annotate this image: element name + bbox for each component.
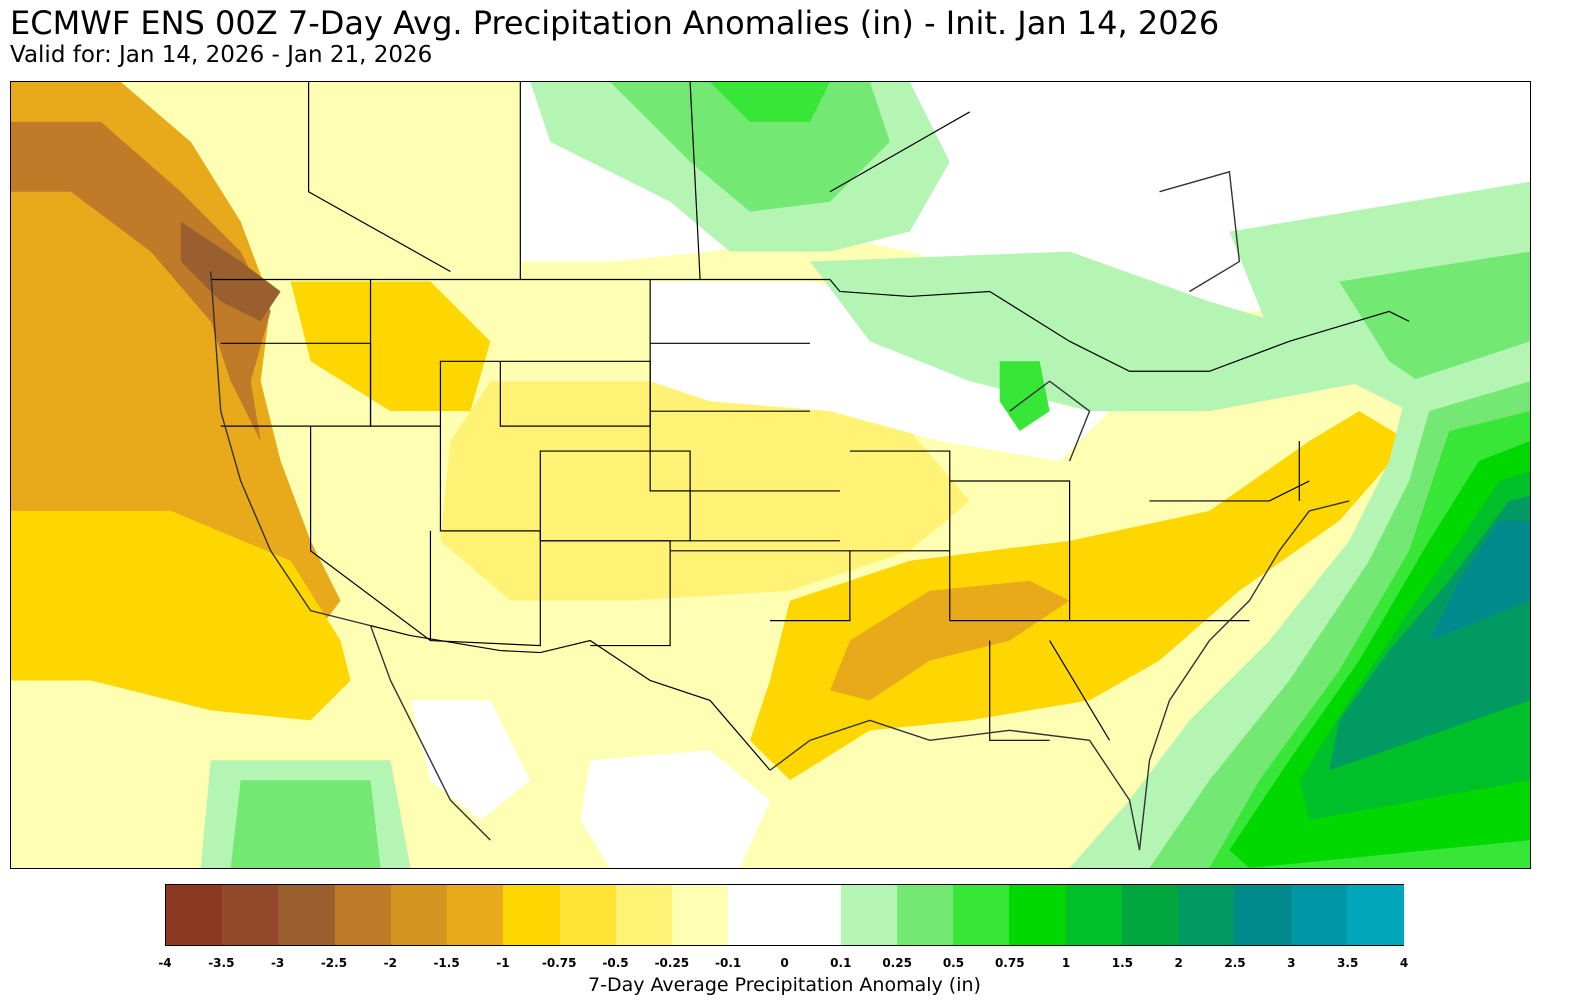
arizona-border — [429, 530, 541, 647]
colorbar-tick-label: -2.5 — [320, 956, 348, 970]
colorbar-tick-label: -0.25 — [654, 956, 690, 970]
colorbar-cell — [1290, 885, 1348, 945]
colorbar-cell — [559, 885, 617, 945]
colorbar-tick-label: -1.5 — [433, 956, 460, 970]
colorbar-cell — [447, 885, 504, 945]
colorbar-tick-label: -0.75 — [541, 956, 577, 970]
baja-coastline — [369, 625, 491, 841]
colorbar-cell — [390, 885, 448, 945]
pacific-coastline — [210, 271, 371, 627]
pacific-mexico-moderate-wet — [230, 780, 381, 868]
map-canvas — [11, 82, 1530, 868]
prairies-moderate-wet — [610, 82, 890, 212]
lake-michigan-shore — [1009, 380, 1091, 462]
pennsylvania-border — [1149, 480, 1310, 502]
gulf-neutral-patch — [580, 750, 771, 868]
lake-michigan-wet — [999, 361, 1050, 432]
colorbar-cell — [953, 885, 1011, 945]
colorbar-tick-label: 3.5 — [1337, 956, 1359, 970]
colorbar-label: 7-Day Average Precipitation Anomaly (in) — [588, 974, 981, 996]
colorbar-tick-label: -0.1 — [715, 956, 742, 970]
colorbar-cell — [1121, 885, 1179, 945]
baja-neutral — [410, 700, 531, 821]
bc-alberta-border — [308, 82, 451, 273]
arkansas-border — [849, 550, 951, 621]
sask-manitoba-border — [689, 82, 701, 280]
great-lakes-light-wet — [809, 251, 1370, 412]
colorbar-tick-label: 2.5 — [1224, 956, 1246, 970]
colorbar-tick-label: -0.5 — [602, 956, 629, 970]
southwest-moderate-dry — [11, 510, 351, 721]
us-mexico-border — [370, 625, 771, 771]
gulf-coast-dry — [829, 580, 1070, 701]
colorbar-ticks: -4 -3.5 -3 -2.5 -2 -1.5 -1 -0.75 -0.5 -0.25 -0.1 0 0… — [158, 956, 1408, 974]
colorbar-cell — [784, 885, 842, 945]
colorbar-cell — [278, 885, 336, 945]
colorbar-cell — [166, 885, 223, 945]
colorbar-tick-label: 0.25 — [882, 956, 912, 970]
colorbar-cell — [503, 885, 561, 945]
colorbar-cell — [1178, 885, 1235, 945]
colorbar-tick-label: 0.75 — [994, 956, 1025, 970]
illinois-indiana-border — [949, 480, 1071, 621]
colorbar-cell — [840, 885, 898, 945]
gulf-coastline — [769, 719, 1141, 851]
colorbar-cell — [1346, 885, 1404, 945]
coastlines — [210, 170, 1350, 851]
colorbar-cell — [334, 885, 392, 945]
prairies-wet-core — [710, 82, 830, 122]
colorbar-cell — [615, 885, 673, 945]
colorbar-tick-label: -4 — [158, 956, 172, 970]
colorbar-cell — [896, 885, 954, 945]
hudson-bay-shore — [1159, 170, 1241, 293]
colorbar-cell — [222, 885, 280, 945]
colorbar-tick-label: -2 — [383, 956, 397, 970]
colorbar-cell — [1009, 885, 1067, 945]
atlantic-max-wet — [1429, 520, 1530, 641]
southeast-dry-belt — [750, 411, 1410, 781]
colorbar-tick-label: -3 — [270, 956, 285, 970]
colorado-border — [539, 450, 691, 542]
colorbar — [165, 884, 1404, 946]
cascades-extreme-dry — [180, 221, 281, 322]
colorbar-tick-label: -3.5 — [208, 956, 235, 970]
upper-midwest-neutral — [650, 281, 1110, 462]
chart-subtitle: Valid for: Jan 14, 2026 - Jan 21, 2026 — [10, 42, 433, 68]
colorbar-tick-label: -1 — [496, 956, 510, 970]
colorbar-tick-label: 0.1 — [830, 956, 852, 970]
oklahoma-border — [670, 550, 851, 622]
colorbar-tick-label: 1 — [1061, 956, 1071, 970]
colorbar-tick-label: 1.5 — [1111, 956, 1134, 970]
colorbar-tick-label: 0 — [780, 956, 789, 970]
georgia-border — [1049, 640, 1111, 741]
colorbar-tick-label: 3 — [1287, 956, 1296, 970]
colorbar-tick-label: 0.5 — [942, 956, 965, 970]
colorbar-cell — [1065, 885, 1123, 945]
new-mexico-border — [540, 540, 671, 647]
atlantic-coastline — [1138, 500, 1350, 851]
manitoba-ontario-border — [829, 111, 971, 193]
us-canada-border — [210, 278, 1410, 372]
colorbar-cell — [672, 885, 729, 945]
colorbar-cell — [728, 885, 786, 945]
alabama-border — [989, 640, 1050, 741]
iowa-missouri-border — [849, 450, 951, 551]
precipitation-anomaly-map — [10, 81, 1531, 869]
nevada-border — [310, 426, 431, 642]
colorbar-tick-label: 2 — [1174, 956, 1183, 970]
colorbar-tick-label: 4 — [1399, 956, 1409, 970]
colorbar-cell — [1234, 885, 1292, 945]
pacific-dry-region — [11, 82, 341, 641]
chart-title: ECMWF ENS 00Z 7-Day Avg. Precipitation A… — [10, 4, 1220, 42]
state-boundaries — [210, 82, 1410, 771]
utah-border — [439, 426, 541, 532]
